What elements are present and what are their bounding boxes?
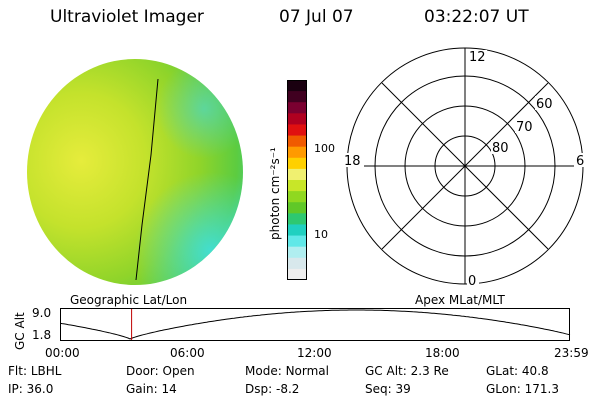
param-sequence: Seq: 39 [365,382,411,396]
colorbar-band [287,146,307,159]
geographic-projection-label: Geographic Lat/Lon [70,293,188,307]
altitude-tick-low: 1.8 [32,328,52,342]
param-gc-altitude: GC Alt: 2.3 Re [365,364,449,378]
colorbar-band [287,135,307,148]
colorbar-band [287,257,307,270]
colorbar-band [287,268,307,280]
mlat-label-70: 70 [516,120,533,135]
time-label: 03:22:07 UT [424,7,529,27]
colorbar-band [287,235,307,248]
colorbar-band [287,246,307,259]
colorbar-tick-100: 100 [314,142,335,155]
colorbar-tick-10: 10 [314,228,328,241]
date-label: 07 Jul 07 [279,7,354,27]
colorbar-band [287,191,307,203]
colorbar-band [287,213,307,225]
param-dsp: Dsp: -8.2 [245,382,300,396]
altitude-axis-label: GC Alt [13,312,27,350]
colorbar-band [287,180,307,192]
param-glon: GLon: 171.3 [486,382,559,396]
apex-projection-label: Apex MLat/MLT [415,293,505,307]
altitude-plot [60,308,571,341]
colorbar-band [287,113,307,125]
colorbar-band [287,80,307,92]
colorbar-band [287,168,307,181]
colorbar-band [287,157,307,170]
mlt-label-18: 18 [344,154,361,169]
mlat-label-80: 80 [492,141,509,156]
colorbar-band [287,202,307,214]
time-tick-18-00: 18:00 [425,346,460,360]
altitude-plot-frame [60,308,570,341]
param-mode: Mode: Normal [245,364,329,378]
polar-grid-mlat-mlt: 12 18 6 0 60 70 80 [342,47,588,289]
color-scale-bar [287,80,307,280]
mlat-label-60: 60 [536,97,553,112]
colorbar-band [287,224,307,237]
colorbar-unit-label: photon cm⁻²s⁻¹ [268,147,282,240]
colorbar-band [287,124,307,137]
instrument-title: Ultraviolet Imager [50,7,204,27]
time-tick-23-59: 23:59 [554,346,589,360]
param-glat: GLat: 40.8 [486,364,549,378]
colorbar-frame [287,80,307,280]
colorbar-band [287,102,307,114]
mlt-label-0: 0 [468,274,476,289]
param-ip: IP: 36.0 [8,382,54,396]
terminator-line [135,78,159,281]
time-tick-12-00: 12:00 [297,346,332,360]
altitude-curve [60,309,571,340]
param-filter: Flt: LBHL [8,364,62,378]
mlt-label-12: 12 [469,50,486,65]
param-door: Door: Open [126,364,195,378]
param-gain: Gain: 14 [126,382,177,396]
mlt-label-6: 6 [576,154,584,169]
uv-image-geographic [27,59,243,285]
time-tick-00-00: 00:00 [45,346,80,360]
time-tick-06-00: 06:00 [170,346,205,360]
colorbar-band [287,91,307,103]
altitude-tick-high: 9.0 [32,306,52,320]
